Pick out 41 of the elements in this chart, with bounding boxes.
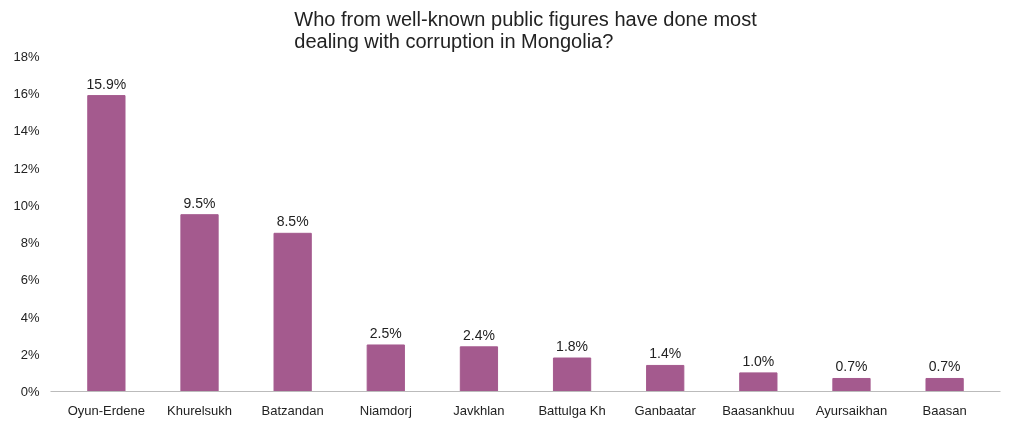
x-tick-label: Khurelsukh [167,402,233,418]
y-tick-label: 6% [20,272,40,288]
bar [366,344,405,392]
x-tick-label: Ayursaikhan [815,402,888,418]
data-label: 2.5% [369,324,402,341]
bar [832,377,871,392]
y-tick-label: 10% [13,197,40,213]
x-tick-label: Oyun-Erdene [67,402,146,418]
data-label: 0.7% [928,358,961,375]
x-tick-label: Baasan [922,402,967,418]
data-label: 8.5% [276,213,309,230]
x-tick-label: Javkhlan [453,402,505,418]
bar [646,364,685,392]
bar [552,357,592,392]
y-tick-label: 0% [20,384,40,399]
data-label: 1.8% [556,338,589,354]
x-tick-label: Batzandan [261,402,324,418]
x-tick-label: Baasankhuu [722,402,795,418]
data-label: 9.5% [183,194,216,211]
y-tick-label: 14% [13,123,40,139]
bar [87,95,126,392]
y-tick-label: 2% [20,346,40,362]
y-tick-label: 16% [13,86,40,102]
x-tick-label: Niamdorj [359,402,412,418]
x-tick-label: Ganbaatar [634,402,697,418]
data-label: 15.9% [86,75,127,92]
bar [180,214,219,392]
x-tick-label: Battulga Kh [538,402,606,418]
bar [925,377,964,392]
chart-title: Who from well-known public figures have done most dealing with corruption in Mongolia? [294,7,758,52]
y-tick-label: 12% [13,160,40,176]
data-label: 2.4% [462,326,495,343]
data-label: 1.0% [742,352,775,369]
bar [459,346,499,392]
y-tick-label: 4% [20,309,40,325]
y-tick-label: 18% [13,49,40,64]
bar [739,372,778,392]
bar [273,232,312,392]
data-label: 0.7% [835,358,868,375]
y-tick-label: 8% [20,235,40,251]
data-label: 1.4% [649,345,682,362]
